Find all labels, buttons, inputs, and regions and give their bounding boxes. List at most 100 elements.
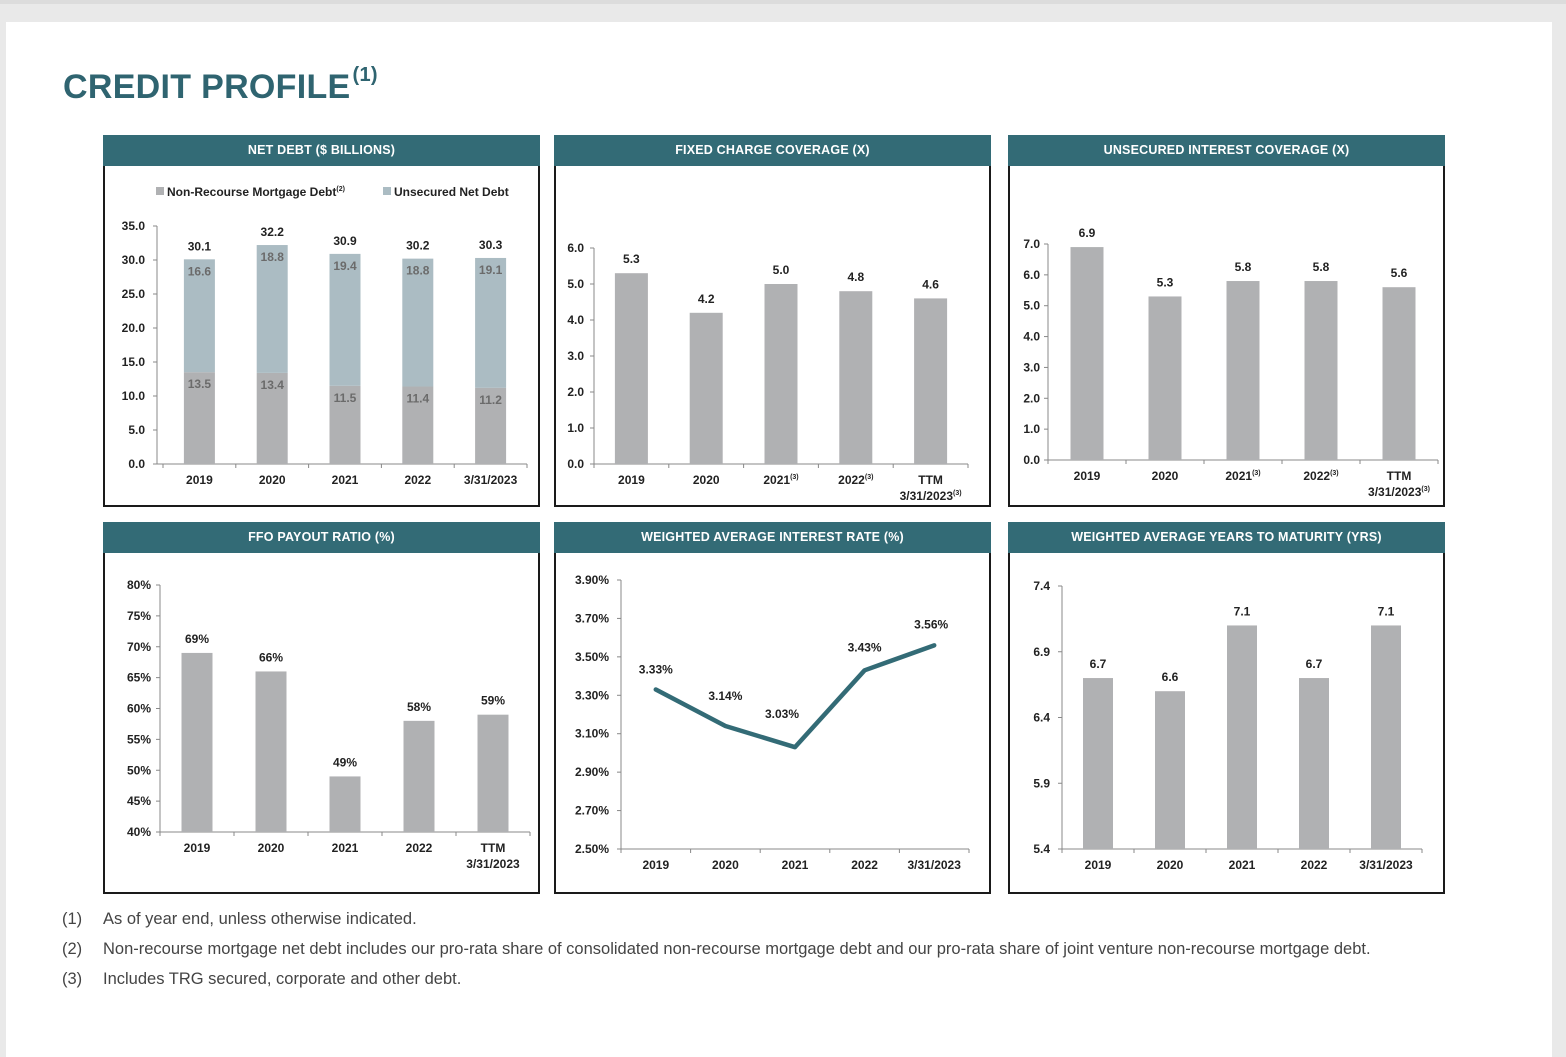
data-label: 7.1 <box>1234 604 1251 618</box>
data-label: 49% <box>333 755 357 769</box>
x-tick-label: 2019 <box>642 858 669 872</box>
chart-frame <box>103 553 540 894</box>
y-tick-label: 3.70% <box>575 611 609 625</box>
x-tick-label: 2019 <box>618 473 645 487</box>
x-tick-label: 2021(3) <box>763 473 798 487</box>
x-tick-label: TTM <box>918 473 943 487</box>
data-label: 58% <box>407 700 431 714</box>
bar <box>1371 625 1401 849</box>
y-tick-label: 20.0 <box>122 321 146 335</box>
x-tick-label: 2022 <box>406 841 433 855</box>
data-label: 3.33% <box>639 663 673 677</box>
y-tick-label: 5.9 <box>1033 776 1050 790</box>
bar <box>914 298 948 464</box>
x-tick-label: 2021 <box>782 858 809 872</box>
y-tick-label: 6.0 <box>1023 268 1040 282</box>
y-tick-label: 55% <box>127 732 151 746</box>
y-tick-label: 4.0 <box>1023 330 1040 344</box>
unsecured-interest-coverage-panel: UNSECURED INTEREST COVERAGE (X) 0.0 1.0 2.… <box>1008 135 1445 507</box>
bar <box>839 291 873 464</box>
bar <box>477 714 509 832</box>
bar-non-recourse <box>475 387 507 464</box>
data-label: 6.7 <box>1306 657 1323 671</box>
chart-header: NET DEBT ($ BILLIONS) <box>103 135 540 166</box>
bar <box>1299 678 1329 849</box>
bar-unsecured <box>402 258 434 387</box>
y-tick-label: 30.0 <box>122 253 146 267</box>
unsecured-interest-coverage-chart: 0.0 1.0 2.0 3.0 4.0 5.0 6.0 7.0 2019 2020 2021(3) 2… <box>1023 226 1439 499</box>
x-tick-label: 2020 <box>1157 858 1184 872</box>
y-tick-label: 7.4 <box>1033 579 1050 593</box>
y-tick-label: 5.0 <box>567 277 584 291</box>
bar-non-recourse <box>402 386 434 464</box>
footnote-text: Includes TRG secured, corporate and othe… <box>103 970 462 988</box>
bar-unsecured <box>256 245 288 373</box>
y-tick-label: 6.0 <box>567 241 584 255</box>
bar <box>1226 281 1260 460</box>
x-tick-label-line2: 3/31/2023 <box>466 857 520 871</box>
x-tick-label: 2019 <box>184 841 211 855</box>
x-tick-label: 2019 <box>1085 858 1112 872</box>
data-label-total: 30.9 <box>333 234 357 248</box>
y-tick-label: 40% <box>127 825 151 839</box>
x-tick-label-line2: 3/31/2023(3) <box>1368 485 1430 499</box>
chart-header: FFO PAYOUT RATIO (%) <box>103 522 540 553</box>
bar-non-recourse <box>329 385 361 464</box>
weighted-average-years-to-maturity-panel: WEIGHTED AVERAGE YEARS TO MATURITY (YRS)… <box>1008 522 1445 894</box>
y-tick-label: 65% <box>127 671 151 685</box>
data-label-total: 32.2 <box>261 225 285 239</box>
ffo-payout-ratio-chart: 40% 45% 50% 55% 60% 65% 70% 75% 80% 2019 2020 2021 2… <box>127 578 531 871</box>
bar <box>181 652 213 832</box>
x-tick-label: 2022(3) <box>1303 469 1338 483</box>
y-tick-label: 15.0 <box>122 355 146 369</box>
chart-header: WEIGHTED AVERAGE INTEREST RATE (%) <box>554 522 991 553</box>
x-tick-label: 2019 <box>1074 469 1101 483</box>
bar <box>1083 678 1113 849</box>
x-tick-label: 2022 <box>1301 858 1328 872</box>
bar <box>329 776 361 832</box>
chart-frame <box>1008 553 1445 894</box>
data-label: 5.3 <box>1157 275 1174 289</box>
data-label: 6.7 <box>1090 657 1107 671</box>
data-label-unsecured: 18.8 <box>406 264 430 278</box>
fixed-charge-coverage-chart: 0.0 1.0 2.0 3.0 4.0 5.0 6.0 2019 2020 2021(3) 2022… <box>567 241 969 503</box>
y-tick-label: 5.0 <box>128 423 145 437</box>
chart-frame <box>103 166 540 507</box>
y-tick-label: 5.4 <box>1033 842 1050 856</box>
bar <box>255 671 287 832</box>
data-point <box>932 643 936 647</box>
bar <box>403 720 435 832</box>
y-tick-label: 4.0 <box>567 313 584 327</box>
series-line <box>653 643 937 750</box>
legend-swatch-non-recourse <box>156 187 164 195</box>
fixed-charge-coverage-panel: FIXED CHARGE COVERAGE (X) 0.0 1.0 2.0 3.0 4.… <box>554 135 991 507</box>
data-label-total: 30.2 <box>406 239 430 253</box>
x-tick-label: 2021(3) <box>1225 469 1260 483</box>
y-tick-label: 5.0 <box>1023 299 1040 313</box>
x-tick-label: 2020 <box>1152 469 1179 483</box>
y-tick-label: 2.0 <box>567 385 584 399</box>
y-tick-label: 1.0 <box>567 421 584 435</box>
x-tick-label: 2022 <box>851 858 878 872</box>
data-label-total: 30.3 <box>479 238 503 252</box>
data-label-non-recourse: 11.4 <box>406 391 429 405</box>
viewer-top-bar <box>0 0 1566 4</box>
data-label: 6.9 <box>1079 226 1096 240</box>
data-label-unsecured: 16.6 <box>188 264 212 278</box>
y-tick-label: 2.0 <box>1023 391 1040 405</box>
y-tick-label: 1.0 <box>1023 422 1040 436</box>
data-label: 3.03% <box>765 707 799 721</box>
weighted-average-years-to-maturity-chart: 5.4 5.9 6.4 6.9 7.4 2019 2020 2021 2022 3/31/2023… <box>1033 579 1423 872</box>
data-label-unsecured: 19.1 <box>479 263 503 277</box>
x-tick-label: TTM <box>481 841 506 855</box>
y-tick-label: 0.0 <box>1023 453 1040 467</box>
x-tick-label: 2021 <box>1229 858 1256 872</box>
bar <box>1382 287 1416 460</box>
y-tick-label: 7.0 <box>1023 237 1040 251</box>
y-tick-label: 50% <box>127 763 151 777</box>
y-tick-label: 0.0 <box>128 457 145 471</box>
y-tick-label: 6.9 <box>1033 645 1050 659</box>
bar-unsecured <box>183 259 215 373</box>
net-debt-panel: NET DEBT ($ BILLIONS) 0.0 5.0 10.0 15.0 20.0… <box>103 135 540 507</box>
bar <box>1070 247 1104 460</box>
